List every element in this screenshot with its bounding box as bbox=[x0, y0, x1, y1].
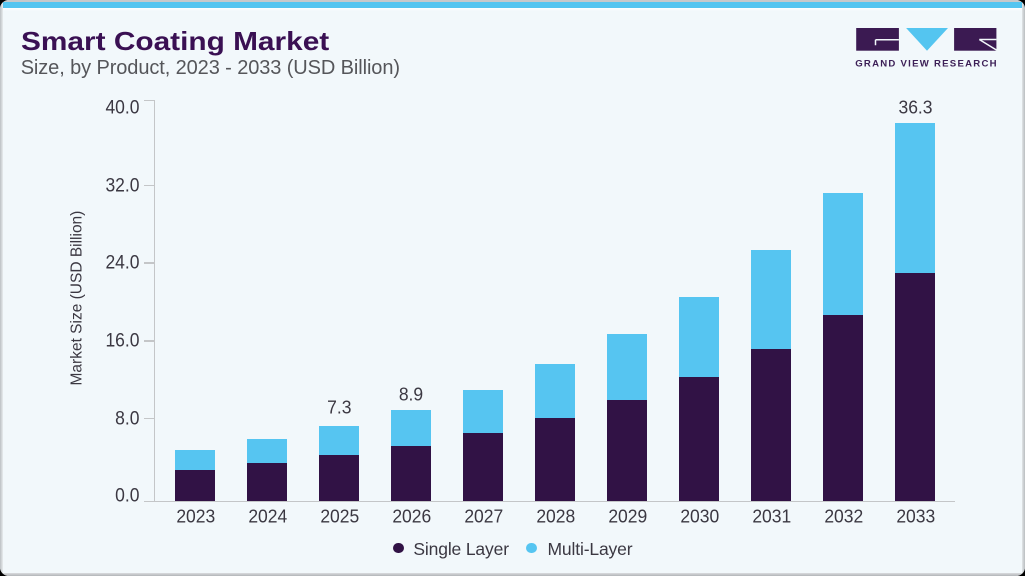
svg-text:GRAND VIEW RESEARCH: GRAND VIEW RESEARCH bbox=[855, 59, 998, 70]
